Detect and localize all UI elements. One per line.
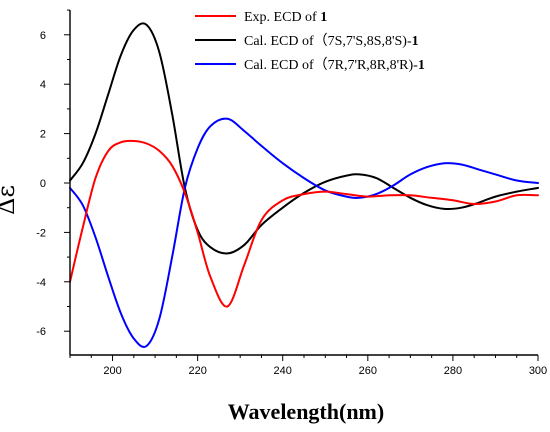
y-axis-title: Δε [0, 185, 20, 215]
legend: Exp. ECD of 1 Cal. ECD of（7S,7'S,8S,8'S)-… [195, 10, 425, 73]
y-tick-label: -4 [36, 277, 46, 289]
x-tick-label: 220 [188, 365, 206, 377]
legend-label-1: Exp. ECD of 1 [244, 10, 327, 25]
series-line-2 [69, 22, 539, 255]
legend-label-2: Cal. ECD of（7S,7'S,8S,8'S)-1 [244, 33, 419, 49]
x-ticks: 200 220 240 260 280 300 [69, 355, 547, 377]
y-tick-label: 2 [40, 129, 46, 141]
x-tick-label: 300 [529, 365, 547, 377]
x-tick-label: 280 [444, 365, 462, 377]
series-line-1 [69, 139, 539, 308]
x-axis-title: Wavelength(nm) [228, 399, 384, 424]
y-tick-label: 6 [40, 30, 46, 42]
x-tick-label: 200 [103, 365, 121, 377]
y-ticks: -6 -4 -2 0 2 4 6 [36, 9, 70, 338]
y-tick-label: -2 [36, 227, 46, 239]
plot-area [69, 22, 539, 348]
series-line-3 [69, 117, 539, 348]
legend-label-3: Cal. ECD of（7R,7'R,8R,8'R)-1 [244, 57, 425, 73]
y-tick-label: 0 [40, 178, 46, 190]
y-tick-label: -6 [36, 326, 46, 338]
y-tick-label: 4 [40, 79, 46, 91]
x-tick-label: 240 [274, 365, 292, 377]
x-tick-label: 260 [359, 365, 377, 377]
